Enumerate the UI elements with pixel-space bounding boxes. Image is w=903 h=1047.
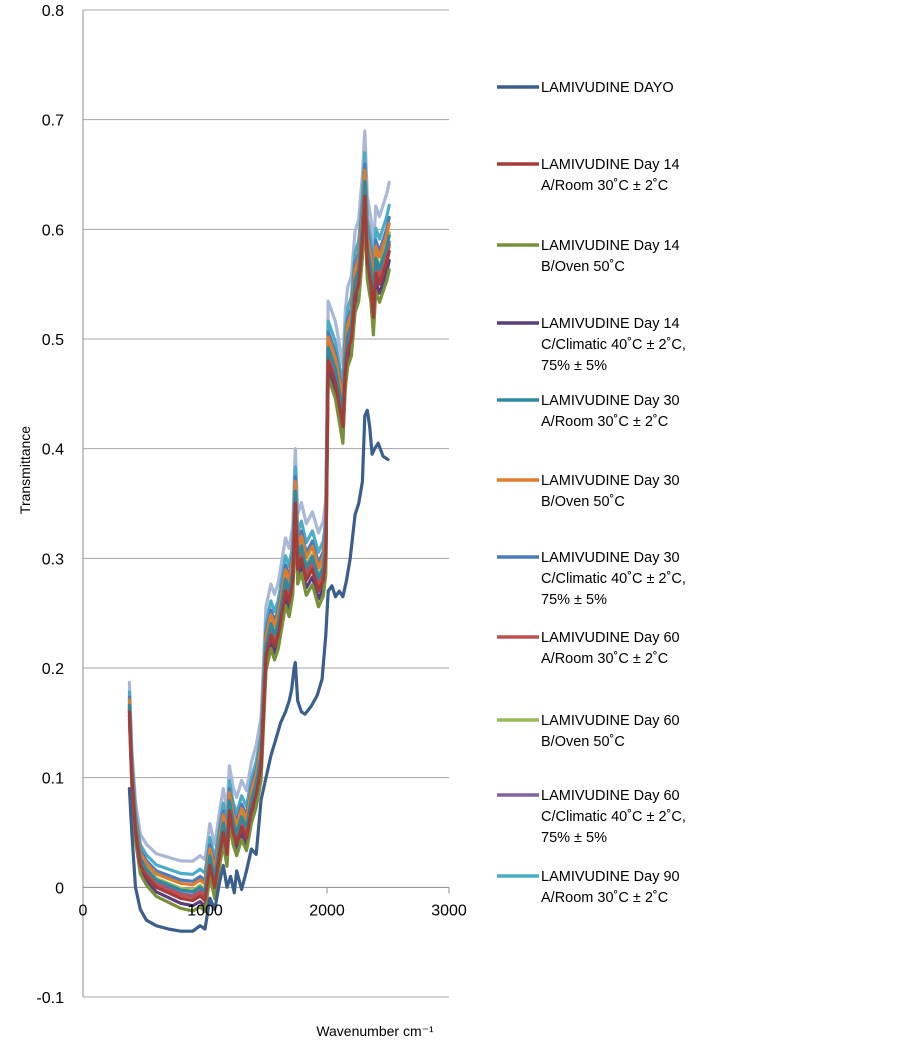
legend-label: C/Climatic 40˚C ± 2˚C, bbox=[541, 809, 686, 825]
series-line-lamivudine-dayo bbox=[127, 408, 390, 933]
legend-label: B/Oven 50˚C bbox=[541, 259, 625, 275]
series-lines bbox=[127, 129, 391, 933]
legend-label: 75% ± 5% bbox=[541, 592, 607, 608]
y-tick-label: -0.1 bbox=[36, 990, 64, 1007]
legend-entry: LAMIVUDINE Day 30 A/Room 30˚C ± 2˚C bbox=[497, 393, 680, 430]
x-tick-label: 0 bbox=[79, 902, 88, 919]
y-tick-label: 0.7 bbox=[42, 113, 64, 130]
y-tick-label: 0.3 bbox=[42, 551, 64, 568]
legend-entry: LAMIVUDINE Day 30 B/Oven 50˚C bbox=[497, 473, 680, 510]
legend-label: C/Climatic 40˚C ± 2˚C, bbox=[541, 571, 686, 587]
x-axis-title: Wavenumber cm⁻¹ bbox=[316, 1023, 434, 1039]
legend-label: LAMIVUDINE Day 30 bbox=[541, 473, 680, 489]
y-axis-title: Transmittance bbox=[17, 426, 33, 514]
legend-label: LAMIVUDINE DAYO bbox=[541, 80, 674, 96]
legend-entry: LAMIVUDINE Day 90 A/Room 30˚C ± 2˚C bbox=[497, 869, 680, 906]
legend-label: 75% ± 5% bbox=[541, 830, 607, 846]
legend-label: LAMIVUDINE Day 60 bbox=[541, 788, 680, 804]
y-tick-labels: -0.1 0 0.1 0.2 0.3 0.4 0.5 0.6 0.7 0.8 bbox=[36, 3, 64, 1007]
x-tick-labels: 0 1000 2000 3000 bbox=[79, 902, 467, 919]
y-tick-label: 0.5 bbox=[42, 332, 64, 349]
legend-label: LAMIVUDINE Day 14 bbox=[541, 157, 680, 173]
y-tick-label: 0.8 bbox=[42, 3, 64, 20]
legend-label: C/Climatic 40˚C ± 2˚C, bbox=[541, 337, 686, 353]
x-tick-label: 2000 bbox=[309, 902, 345, 919]
legend-label: A/Room 30˚C ± 2˚C bbox=[541, 414, 668, 430]
y-tick-label: 0 bbox=[55, 880, 64, 897]
legend-label: A/Room 30˚C ± 2˚C bbox=[541, 178, 668, 194]
legend-label: LAMIVUDINE Day 14 bbox=[541, 238, 680, 254]
legend-label: LAMIVUDINE Day 14 bbox=[541, 316, 680, 332]
legend-entry: LAMIVUDINE DAYO bbox=[497, 80, 674, 96]
y-tick-label: 0.2 bbox=[42, 661, 64, 678]
legend-label: B/Oven 50˚C bbox=[541, 494, 625, 510]
legend-entry: LAMIVUDINE Day 14 A/Room 30˚C ± 2˚C bbox=[497, 157, 680, 194]
series-line-lamivudine-day-14-a-room-30-c-2-c bbox=[127, 194, 391, 903]
legend-label: LAMIVUDINE Day 90 bbox=[541, 869, 680, 885]
series-line-lamivudine-day-14-b-oven-50-c bbox=[127, 212, 391, 914]
legend-label: LAMIVUDINE Day 30 bbox=[541, 550, 680, 566]
y-tick-label: 0.4 bbox=[42, 442, 64, 459]
legend-entry: LAMIVUDINE Day 60 B/Oven 50˚C bbox=[497, 713, 680, 750]
series-line-lamivudine-day-90-light bbox=[127, 129, 391, 863]
legend-label: A/Room 30˚C ± 2˚C bbox=[541, 890, 668, 906]
legend-entry: LAMIVUDINE Day 60 C/Climatic 40˚C ± 2˚C, 7… bbox=[497, 788, 686, 846]
legend-entry: LAMIVUDINE Day 14 B/Oven 50˚C bbox=[497, 238, 680, 275]
legend-label: LAMIVUDINE Day 60 bbox=[541, 630, 680, 646]
legend-entry: LAMIVUDINE Day 14 C/Climatic 40˚C ± 2˚C, 7… bbox=[497, 316, 686, 374]
legend-entry: LAMIVUDINE Day 60 A/Room 30˚C ± 2˚C bbox=[497, 630, 680, 667]
y-tick-label: 0.6 bbox=[42, 222, 64, 239]
legend-label: A/Room 30˚C ± 2˚C bbox=[541, 651, 668, 667]
y-tick-label: 0.1 bbox=[42, 771, 64, 788]
legend-label: B/Oven 50˚C bbox=[541, 734, 625, 750]
gridlines bbox=[83, 9, 449, 998]
legend-label: 75% ± 5% bbox=[541, 358, 607, 374]
legend: LAMIVUDINE DAYO LAMIVUDINE Day 14 A/Room 3… bbox=[497, 80, 686, 906]
legend-entry: LAMIVUDINE Day 30 C/Climatic 40˚C ± 2˚C, 7… bbox=[497, 550, 686, 608]
x-tick-label: 1000 bbox=[187, 902, 223, 919]
legend-label: LAMIVUDINE Day 30 bbox=[541, 393, 680, 409]
legend-label: LAMIVUDINE Day 60 bbox=[541, 713, 680, 729]
x-tick-label: 3000 bbox=[431, 902, 467, 919]
